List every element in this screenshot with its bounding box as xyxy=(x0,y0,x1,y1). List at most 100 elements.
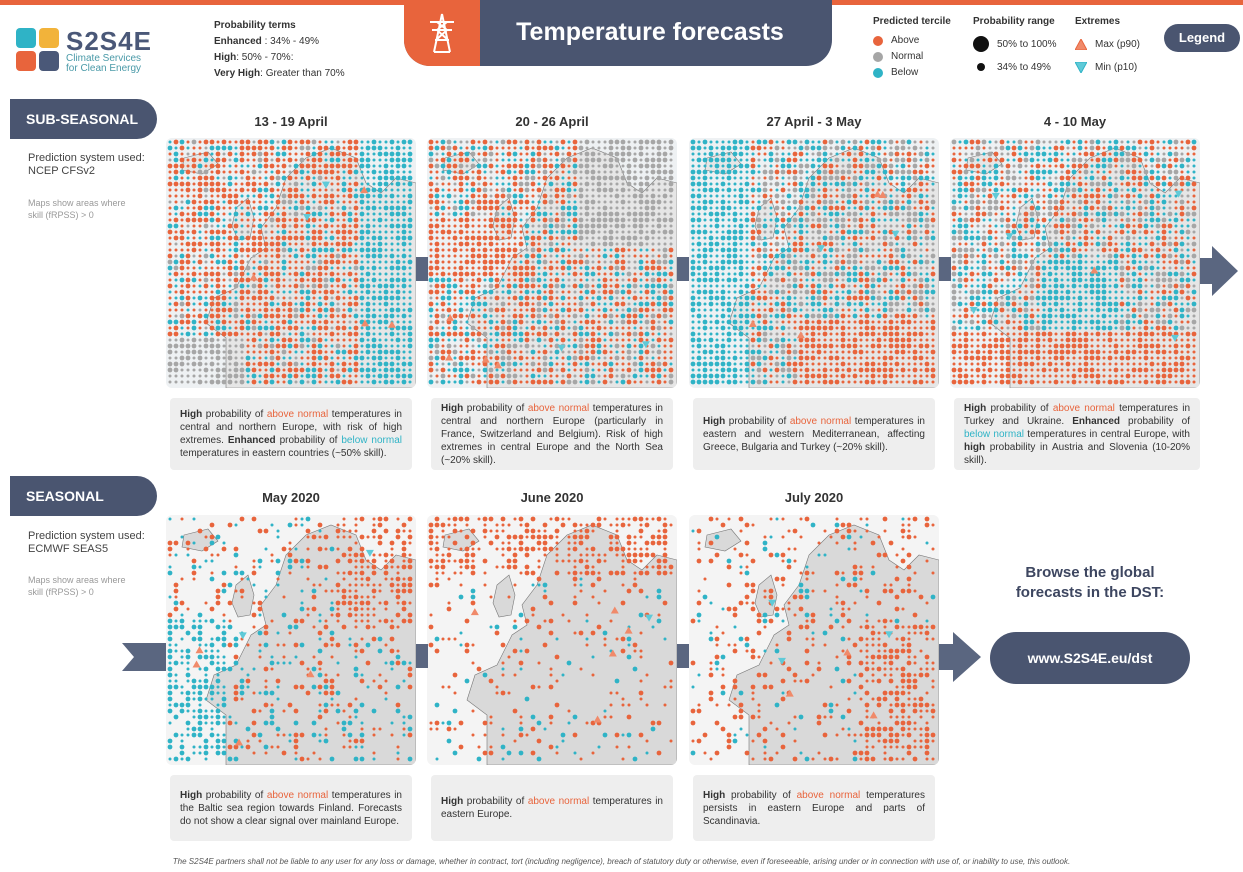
caption3-text2: temperatures in eastern and western Medi… xyxy=(703,415,925,453)
map-13-19-april xyxy=(166,138,416,388)
legend-below: Below xyxy=(873,65,951,80)
map-20-26-april xyxy=(427,138,677,388)
very-high-value: : Greater than 70% xyxy=(260,68,345,79)
extreme-min-label: Min (p10) xyxy=(1095,61,1138,73)
forecast-map-graphic xyxy=(166,515,416,765)
caption6-above-normal: above normal xyxy=(527,796,590,807)
enhanced-term: Enhanced : 34% - 49% xyxy=(214,34,345,50)
forecast-map-graphic xyxy=(950,138,1200,388)
forecast-map-graphic xyxy=(427,138,677,388)
panel-title-july-2020: July 2020 xyxy=(784,490,844,505)
very-high-label: Very High xyxy=(214,68,261,79)
logo-icon-grid xyxy=(16,28,60,72)
water-drop-icon xyxy=(39,51,59,71)
panel-title-4-10-may: 4 - 10 May xyxy=(1043,114,1107,129)
caption2-high: High xyxy=(441,402,464,414)
map-june-2020 xyxy=(427,515,677,765)
logo-subtitle-line2: for Clean Energy xyxy=(66,63,142,74)
small-dot-icon xyxy=(977,63,985,71)
normal-dot-icon xyxy=(873,51,883,62)
extreme-min: Min (p10) xyxy=(1075,56,1140,78)
caption1-text3: probability of xyxy=(275,435,342,446)
caption-13-19-april: High probability of above normal tempera… xyxy=(170,398,412,470)
legend-normal: Normal xyxy=(873,49,951,64)
caption7-text1: probability of xyxy=(725,789,797,801)
caption5-high: High xyxy=(180,789,203,801)
extremes-heading: Extremes xyxy=(1075,16,1121,27)
caption2-text1: probability of xyxy=(463,402,528,414)
sun-ring-icon xyxy=(16,51,36,71)
legend-above-label: Above xyxy=(891,35,920,46)
probability-terms: Probability terms Enhanced : 34% - 49% H… xyxy=(214,18,345,82)
caption4-above-normal: above normal xyxy=(1052,402,1115,414)
extreme-max: Max (p90) xyxy=(1075,33,1140,55)
legend-above: Above xyxy=(873,33,951,48)
triangle-up-icon xyxy=(1075,38,1087,50)
connector-arrow-3 xyxy=(939,257,951,281)
page-title: Temperature forecasts xyxy=(516,18,784,46)
caption5-text1: probability of xyxy=(202,789,267,801)
subseasonal-prediction-system: Prediction system used: NCEP CFSv2 xyxy=(28,152,145,178)
sun-icon xyxy=(39,28,59,48)
browse-line1: Browse the global xyxy=(1025,564,1155,581)
tercile-heading: Predicted tercile xyxy=(873,16,951,27)
caption-may-2020: High probability of above normal tempera… xyxy=(170,775,412,841)
title-icon-box xyxy=(404,0,480,66)
map-july-2020 xyxy=(689,515,939,765)
high-value: : 50% - 70%: xyxy=(236,52,294,63)
caption4-high: High xyxy=(964,402,987,414)
caption1-text4: temperatures in eastern countries (~50% … xyxy=(180,448,387,459)
logo-title: S2S4E xyxy=(66,26,152,56)
range-high-label: 50% to 100% xyxy=(997,38,1057,50)
extreme-max-label: Max (p90) xyxy=(1095,38,1141,50)
panel-title-20-26-april: 20 - 26 April xyxy=(515,114,589,129)
caption6-high: High xyxy=(441,796,464,807)
caption6-text2: temperatures in eastern Europe. xyxy=(441,796,663,820)
caption3-high: High xyxy=(703,415,726,427)
caption3-above-normal: above normal xyxy=(789,415,852,427)
very-high-term: Very High: Greater than 70% xyxy=(214,66,345,82)
high-label: High xyxy=(214,52,237,63)
seasonal-prediction-line2: ECMWF SEAS5 xyxy=(28,543,109,555)
caption-20-26-april: High probability of above normal tempera… xyxy=(431,398,673,470)
subseasonal-note-line2: skill (fRPSS) > 0 xyxy=(28,210,94,220)
caption5-above-normal: above normal xyxy=(266,789,329,801)
subseasonal-tab: SUB-SEASONAL xyxy=(10,99,157,139)
forecast-map-graphic xyxy=(689,138,939,388)
extremes-legend: Extremes Max (p90) Min (p10) xyxy=(1075,16,1140,79)
map-27-april-3-may xyxy=(689,138,939,388)
caption4-text4: temperatures in central Europe, with xyxy=(1024,428,1190,440)
seasonal-prediction-line1: Prediction system used: xyxy=(28,530,145,542)
forecast-map-graphic xyxy=(689,515,939,765)
dst-arrow-icon xyxy=(939,632,981,682)
caption4-below-normal: below normal xyxy=(964,428,1024,440)
panel-title-june-2020: June 2020 xyxy=(520,490,584,505)
probability-range-legend: Probability range 50% to 100% 34% to 49% xyxy=(973,16,1057,79)
caption2-above-normal: above normal xyxy=(527,402,590,414)
seasonal-note-line2: skill (fRPSS) > 0 xyxy=(28,587,94,597)
seasonal-note-line1: Maps show areas where xyxy=(28,575,126,585)
subseasonal-prediction-line2: NCEP CFSv2 xyxy=(28,165,96,177)
dst-url-button[interactable]: www.S2S4E.eu/dst xyxy=(990,632,1190,684)
forecast-map-graphic xyxy=(427,515,677,765)
caption4-text3: probability of xyxy=(1120,415,1190,427)
caption3-text1: probability of xyxy=(725,415,790,427)
legend-button[interactable]: Legend xyxy=(1164,24,1240,52)
caption-27-april-3-may: High probability of above normal tempera… xyxy=(693,398,935,470)
seasonal-entry-arrow-icon xyxy=(122,643,166,671)
range-low-label: 34% to 49% xyxy=(997,61,1051,73)
connector-arrow-4 xyxy=(416,644,428,668)
disclaimer: The S2S4E partners shall not be liable t… xyxy=(172,857,1071,866)
range-high: 50% to 100% xyxy=(973,33,1057,55)
caption-4-10-may: High probability of above normal tempera… xyxy=(954,398,1200,470)
high-term: High: 50% - 70%: xyxy=(214,50,345,66)
wind-icon xyxy=(16,28,36,48)
above-dot-icon xyxy=(873,35,883,46)
caption7-high: High xyxy=(703,789,726,801)
caption6-text1: probability of xyxy=(463,796,528,807)
connector-arrow-1 xyxy=(416,257,428,281)
caption7-text2: temperatures persists in eastern Europe … xyxy=(703,789,925,827)
enhanced-value: : 34% - 49% xyxy=(261,36,320,47)
caption1-above-normal: above normal xyxy=(266,409,329,420)
caption4-text5: probability in Austria and Slovenia (10-… xyxy=(964,441,1190,466)
